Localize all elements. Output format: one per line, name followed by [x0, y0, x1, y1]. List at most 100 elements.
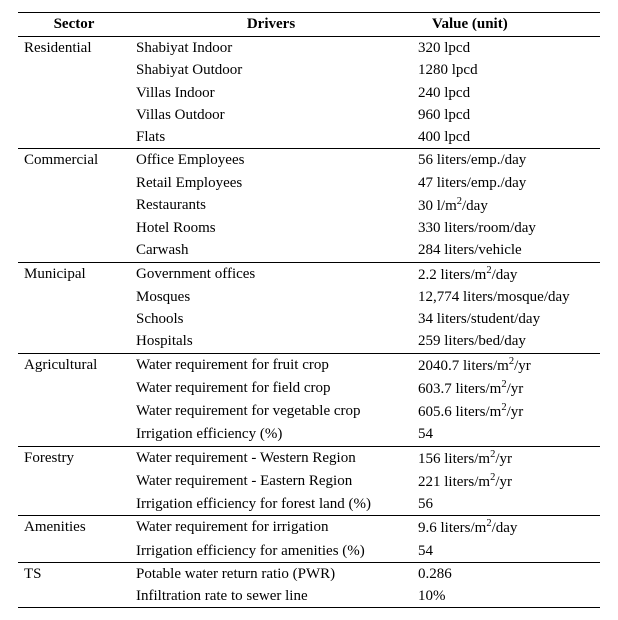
value-cell: 240 lpcd	[412, 82, 600, 104]
driver-cell: Flats	[130, 126, 412, 149]
sector-cell	[18, 239, 130, 262]
table-row: AmenitiesWater requirement for irrigatio…	[18, 516, 600, 540]
water-demand-table: Sector Drivers Value (unit) ResidentialS…	[18, 12, 600, 608]
driver-cell: Shabiyat Indoor	[130, 37, 412, 60]
sector-cell	[18, 540, 130, 563]
table-row: Hospitals259 liters/bed/day	[18, 330, 600, 353]
table-row: Villas Outdoor960 lpcd	[18, 104, 600, 126]
table-row: Hotel Rooms330 liters/room/day	[18, 217, 600, 239]
sector-cell: Municipal	[18, 262, 130, 286]
table-row: Irrigation efficiency for amenities (%)5…	[18, 540, 600, 563]
sector-cell: Commercial	[18, 149, 130, 172]
sector-cell	[18, 470, 130, 493]
table-row: MunicipalGovernment offices2.2 liters/m2…	[18, 262, 600, 286]
value-cell: 2.2 liters/m2/day	[412, 262, 600, 286]
driver-cell: Schools	[130, 308, 412, 330]
table-row: Retail Employees47 liters/emp./day	[18, 172, 600, 194]
sector-cell	[18, 194, 130, 217]
driver-cell: Office Employees	[130, 149, 412, 172]
driver-cell: Retail Employees	[130, 172, 412, 194]
value-cell: 9.6 liters/m2/day	[412, 516, 600, 540]
sector-cell: Agricultural	[18, 353, 130, 377]
table-row: Water requirement for field crop603.7 li…	[18, 377, 600, 400]
value-cell: 221 liters/m2/yr	[412, 470, 600, 493]
table-row: Irrigation efficiency (%)54	[18, 423, 600, 446]
value-cell: 2040.7 liters/m2/yr	[412, 353, 600, 377]
value-cell: 259 liters/bed/day	[412, 330, 600, 353]
value-cell: 1280 lpcd	[412, 59, 600, 81]
driver-cell: Mosques	[130, 286, 412, 308]
sector-cell	[18, 126, 130, 149]
table-row: Infiltration rate to sewer line10%	[18, 585, 600, 608]
sector-cell	[18, 585, 130, 608]
driver-cell: Water requirement - Eastern Region	[130, 470, 412, 493]
sector-cell	[18, 377, 130, 400]
value-cell: 56 liters/emp./day	[412, 149, 600, 172]
table-row: Flats400 lpcd	[18, 126, 600, 149]
table-row: Mosques12,774 liters/mosque/day	[18, 286, 600, 308]
table-row: Carwash284 liters/vehicle	[18, 239, 600, 262]
value-cell: 10%	[412, 585, 600, 608]
driver-cell: Water requirement for vegetable crop	[130, 400, 412, 423]
sector-cell	[18, 59, 130, 81]
table-row: ForestryWater requirement - Western Regi…	[18, 446, 600, 470]
value-cell: 156 liters/m2/yr	[412, 446, 600, 470]
header-value: Value (unit)	[412, 13, 600, 37]
value-cell: 34 liters/student/day	[412, 308, 600, 330]
value-cell: 603.7 liters/m2/yr	[412, 377, 600, 400]
driver-cell: Restaurants	[130, 194, 412, 217]
table-row: TSPotable water return ratio (PWR)0.286	[18, 562, 600, 585]
sector-cell	[18, 82, 130, 104]
table-row: Water requirement - Eastern Region221 li…	[18, 470, 600, 493]
header-sector: Sector	[18, 13, 130, 37]
table-row: Water requirement for vegetable crop605.…	[18, 400, 600, 423]
value-cell: 320 lpcd	[412, 37, 600, 60]
sector-cell	[18, 330, 130, 353]
sector-cell	[18, 400, 130, 423]
sector-cell	[18, 308, 130, 330]
driver-cell: Villas Outdoor	[130, 104, 412, 126]
sector-cell	[18, 217, 130, 239]
driver-cell: Irrigation efficiency for amenities (%)	[130, 540, 412, 563]
table-row: ResidentialShabiyat Indoor320 lpcd	[18, 37, 600, 60]
value-cell: 47 liters/emp./day	[412, 172, 600, 194]
sector-cell: TS	[18, 562, 130, 585]
driver-cell: Carwash	[130, 239, 412, 262]
sector-cell: Forestry	[18, 446, 130, 470]
sector-cell	[18, 493, 130, 516]
value-cell: 400 lpcd	[412, 126, 600, 149]
table-body: ResidentialShabiyat Indoor320 lpcdShabiy…	[18, 37, 600, 608]
table-row: CommercialOffice Employees56 liters/emp.…	[18, 149, 600, 172]
driver-cell: Water requirement for fruit crop	[130, 353, 412, 377]
driver-cell: Shabiyat Outdoor	[130, 59, 412, 81]
driver-cell: Potable water return ratio (PWR)	[130, 562, 412, 585]
driver-cell: Water requirement for irrigation	[130, 516, 412, 540]
value-cell: 284 liters/vehicle	[412, 239, 600, 262]
value-cell: 54	[412, 540, 600, 563]
table-row: Schools34 liters/student/day	[18, 308, 600, 330]
header-drivers: Drivers	[130, 13, 412, 37]
driver-cell: Water requirement - Western Region	[130, 446, 412, 470]
sector-cell	[18, 286, 130, 308]
driver-cell: Hospitals	[130, 330, 412, 353]
value-cell: 54	[412, 423, 600, 446]
value-cell: 30 l/m2/day	[412, 194, 600, 217]
value-cell: 12,774 liters/mosque/day	[412, 286, 600, 308]
sector-cell	[18, 423, 130, 446]
driver-cell: Infiltration rate to sewer line	[130, 585, 412, 608]
value-cell: 330 liters/room/day	[412, 217, 600, 239]
sector-cell	[18, 104, 130, 126]
value-cell: 960 lpcd	[412, 104, 600, 126]
value-cell: 0.286	[412, 562, 600, 585]
table-row: Restaurants30 l/m2/day	[18, 194, 600, 217]
driver-cell: Water requirement for field crop	[130, 377, 412, 400]
driver-cell: Villas Indoor	[130, 82, 412, 104]
value-cell: 605.6 liters/m2/yr	[412, 400, 600, 423]
driver-cell: Irrigation efficiency for forest land (%…	[130, 493, 412, 516]
table-row: Villas Indoor240 lpcd	[18, 82, 600, 104]
sector-cell	[18, 172, 130, 194]
driver-cell: Hotel Rooms	[130, 217, 412, 239]
table-row: AgriculturalWater requirement for fruit …	[18, 353, 600, 377]
table-row: Irrigation efficiency for forest land (%…	[18, 493, 600, 516]
sector-cell: Residential	[18, 37, 130, 60]
